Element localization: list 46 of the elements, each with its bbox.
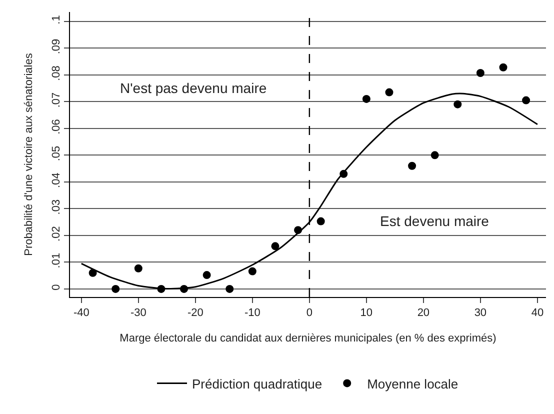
point [134, 264, 142, 272]
x-axis-title: Marge électorale du candidat aux dernières municipales (en % des exprimés) [120, 332, 496, 344]
point [499, 63, 508, 72]
y-tick-label: .03 [50, 199, 63, 215]
point [226, 284, 234, 293]
point [202, 271, 211, 280]
point [454, 100, 462, 108]
point [476, 69, 484, 78]
point [180, 284, 188, 293]
point [294, 226, 302, 234]
x-tick-label: 40 [531, 307, 544, 320]
y-tick-label: 0 [50, 284, 63, 290]
y-tick-label: .01 [50, 252, 63, 268]
point [112, 284, 120, 293]
point [316, 217, 325, 226]
annotation: Est devenu maire [380, 213, 490, 229]
x-tick-label: -20 [187, 307, 204, 320]
point [157, 284, 166, 293]
x-tick-label: -30 [130, 307, 146, 320]
point [522, 96, 530, 104]
x-tick-label: 0 [306, 307, 312, 320]
y-tick-label: .07 [50, 92, 63, 108]
point [385, 88, 394, 96]
x-tick-label: -40 [73, 307, 90, 320]
y-tick-label: .08 [50, 66, 63, 81]
y-tick-label: .1 [50, 15, 63, 24]
point [88, 268, 97, 277]
legend-label: Moyenne locale [367, 376, 458, 392]
y-tick-label: .02 [50, 226, 63, 242]
x-tick-label: 30 [474, 307, 487, 320]
legend-label: Prédiction quadratique [192, 376, 322, 392]
x-tick-label: 20 [417, 307, 430, 320]
y-tick-label: .04 [50, 172, 63, 188]
x-tick-label: -10 [244, 307, 260, 320]
annotation: N'est pas devenu maire [120, 80, 267, 96]
y-tick-label: .06 [50, 119, 63, 134]
point [362, 94, 370, 103]
y-tick-label: .05 [50, 146, 63, 162]
y-tick-label: .09 [50, 38, 63, 54]
x-tick-label: 10 [360, 307, 373, 320]
point [248, 267, 256, 276]
y-axis-title: Probabilité d'une victoire aux sénatoriales [23, 52, 36, 256]
point [408, 162, 416, 170]
point [340, 170, 348, 178]
point [430, 151, 439, 160]
point [271, 242, 280, 250]
